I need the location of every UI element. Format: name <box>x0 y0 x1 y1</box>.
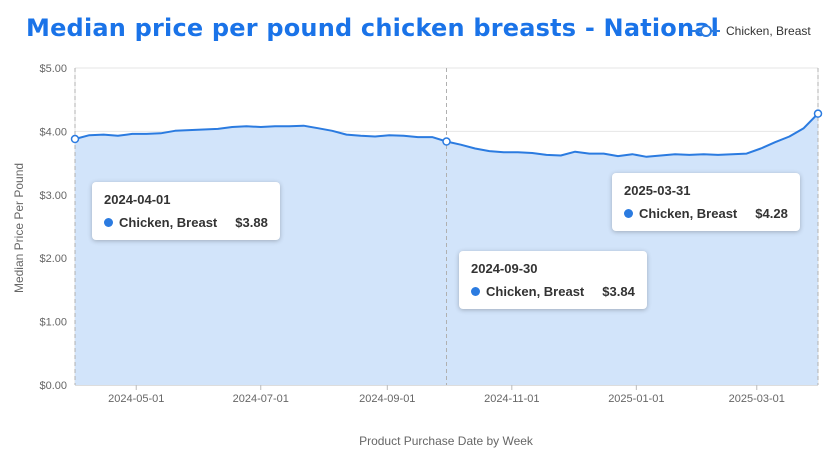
data-point <box>70 134 80 144</box>
y-tick-label: $5.00 <box>39 63 67 75</box>
x-tick-label: 2025-01-01 <box>608 393 664 405</box>
tooltip-date: 2024-04-01 <box>104 192 171 207</box>
tooltip-value: $4.28 <box>755 206 788 221</box>
x-axis-title: Product Purchase Date by Week <box>359 434 534 448</box>
y-axis-title: Median Price Per Pound <box>12 163 26 293</box>
series-dot-icon <box>624 209 633 218</box>
legend-label: Chicken, Breast <box>726 24 811 38</box>
y-tick-label: $2.00 <box>39 253 67 265</box>
tooltip-date: 2025-03-31 <box>624 183 691 198</box>
y-tick-label: $0.00 <box>39 380 67 392</box>
x-tick-label: 2024-05-01 <box>108 393 164 405</box>
hover-guides <box>74 68 819 385</box>
points-layer <box>70 109 823 146</box>
tooltip-date: 2024-09-30 <box>471 261 538 276</box>
tooltip: 2025-03-31 Chicken, Breast $4.28 <box>612 173 800 231</box>
x-tick-label: 2024-11-01 <box>484 393 539 405</box>
tooltip-series: Chicken, Breast <box>639 206 738 221</box>
tooltip-series: Chicken, Breast <box>486 284 585 299</box>
data-point <box>813 109 823 118</box>
x-tick-label: 2024-09-01 <box>359 393 415 405</box>
legend[interactable]: Chicken, Breast <box>692 24 811 38</box>
tooltip: 2024-09-30 Chicken, Breast $3.84 <box>459 251 647 309</box>
tooltip-value: $3.88 <box>235 215 268 230</box>
legend-marker-icon <box>692 25 720 37</box>
x-tick-label: 2024-07-01 <box>233 393 289 405</box>
y-axis-ticks: $0.00 $1.00 $2.00 $3.00 $4.00 $5.00 <box>39 63 67 392</box>
x-axis-ticks: 2024-05-01 2024-07-01 2024-09-01 2024-11-01… <box>108 385 785 405</box>
tooltip: 2024-04-01 Chicken, Breast $3.88 <box>92 182 280 240</box>
data-point <box>442 137 451 146</box>
y-tick-label: $3.00 <box>39 190 67 202</box>
tooltip-series: Chicken, Breast <box>119 215 218 230</box>
tooltip-value: $3.84 <box>602 284 635 299</box>
x-tick-label: 2025-03-01 <box>729 393 785 405</box>
series-dot-icon <box>104 218 113 227</box>
chart-title: Median price per pound chicken breasts -… <box>26 14 720 42</box>
series-dot-icon <box>471 287 480 296</box>
y-tick-label: $1.00 <box>39 317 67 329</box>
y-tick-label: $4.00 <box>39 126 67 138</box>
